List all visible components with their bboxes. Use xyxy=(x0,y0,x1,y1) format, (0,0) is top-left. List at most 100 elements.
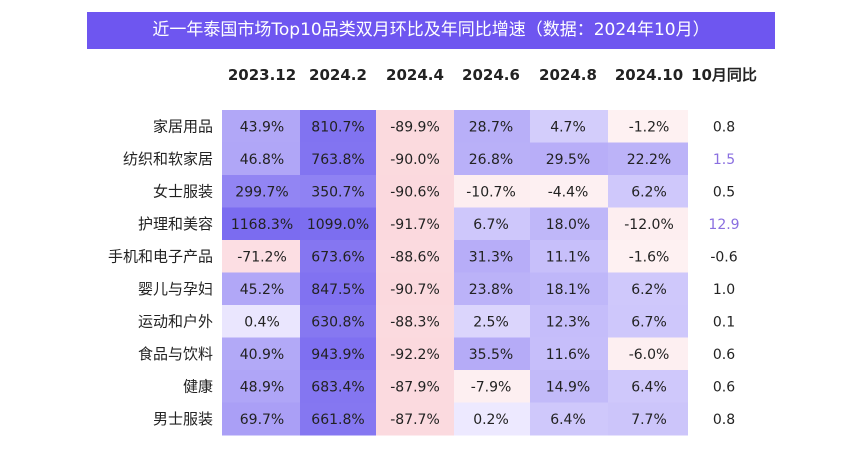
cell-value: -10.7% xyxy=(466,184,516,200)
heat-cell xyxy=(222,337,300,371)
heat-cell xyxy=(376,305,454,338)
cell-value: 763.8% xyxy=(311,152,364,168)
heat-cell xyxy=(454,240,530,273)
cell-value: 4.7% xyxy=(550,119,586,135)
cell-value: 12.3% xyxy=(546,314,590,330)
cell-value: 847.5% xyxy=(311,282,364,298)
cell-value: -92.2% xyxy=(390,347,440,363)
heat-cell xyxy=(222,402,300,436)
heat-cell xyxy=(530,305,608,338)
cell-value: -90.6% xyxy=(390,184,440,200)
heat-cell xyxy=(454,142,530,176)
column-header: 10月同比 xyxy=(691,66,757,84)
heat-cell xyxy=(608,305,688,338)
heat-cell xyxy=(300,240,376,273)
heat-cell xyxy=(608,402,688,436)
cell-value: -90.0% xyxy=(390,152,440,168)
cell-value: -90.7% xyxy=(390,282,440,298)
heat-cell xyxy=(300,207,376,241)
heat-cell xyxy=(530,402,608,436)
heat-cell xyxy=(376,337,454,371)
cell-value: 6.2% xyxy=(631,282,667,298)
category-label: 家居用品 xyxy=(153,117,213,135)
cell-value: 630.8% xyxy=(311,314,364,330)
cell-value: -7.9% xyxy=(471,379,512,395)
heat-cell xyxy=(222,207,300,241)
yoy-value: -0.6 xyxy=(710,249,737,265)
heat-cell xyxy=(376,110,454,143)
cell-value: -87.7% xyxy=(390,412,440,428)
cell-value: 23.8% xyxy=(469,282,513,298)
heat-cell xyxy=(376,370,454,403)
cell-value: 810.7% xyxy=(311,119,364,135)
category-label: 食品与饮料 xyxy=(138,345,213,363)
yoy-value: 0.8 xyxy=(713,119,735,135)
cell-value: 48.9% xyxy=(240,379,284,395)
cell-value: -88.6% xyxy=(390,249,440,265)
heat-cell xyxy=(454,402,530,436)
heat-cell xyxy=(608,110,688,143)
heat-cell xyxy=(376,175,454,208)
heat-cell xyxy=(608,142,688,176)
heat-cell xyxy=(454,370,530,403)
heat-cell xyxy=(300,305,376,338)
chart-title: 近一年泰国市场Top10品类双月环比及年同比增速（数据：2024年10月） xyxy=(87,12,775,49)
cell-value: 43.9% xyxy=(240,119,284,135)
cell-value: -4.4% xyxy=(548,184,589,200)
cell-value: 31.3% xyxy=(469,249,513,265)
heat-cell xyxy=(300,175,376,208)
heat-cell xyxy=(608,337,688,371)
cell-value: 6.2% xyxy=(631,184,667,200)
yoy-value: 0.6 xyxy=(713,347,735,363)
heat-cell xyxy=(454,272,530,306)
cell-value: 26.8% xyxy=(469,152,513,168)
cell-value: 40.9% xyxy=(240,347,284,363)
cell-value: 6.7% xyxy=(631,314,667,330)
heat-cell xyxy=(376,240,454,273)
heat-cell xyxy=(608,370,688,403)
cell-value: 18.1% xyxy=(546,282,590,298)
cell-value: 14.9% xyxy=(546,379,590,395)
cell-value: 28.7% xyxy=(469,119,513,135)
cell-value: 7.7% xyxy=(631,412,667,428)
yoy-value: 1.5 xyxy=(713,152,735,168)
heat-cell xyxy=(300,370,376,403)
cell-value: 661.8% xyxy=(311,412,364,428)
yoy-value: 0.8 xyxy=(713,412,735,428)
heat-cell xyxy=(454,110,530,143)
heat-cell xyxy=(454,337,530,371)
heat-cell xyxy=(608,175,688,208)
cell-value: -89.9% xyxy=(390,119,440,135)
cell-value: 350.7% xyxy=(311,184,364,200)
cell-value: 69.7% xyxy=(240,412,284,428)
heat-cell xyxy=(222,240,300,273)
cell-value: 11.1% xyxy=(546,249,590,265)
cell-value: 683.4% xyxy=(311,379,364,395)
cell-value: 299.7% xyxy=(235,184,288,200)
cell-value: 29.5% xyxy=(546,152,590,168)
column-header: 2023.12 xyxy=(228,66,296,84)
cell-value: 18.0% xyxy=(546,217,590,233)
column-header: 2024.6 xyxy=(462,66,520,84)
heat-cell xyxy=(376,402,454,436)
heat-cell xyxy=(300,337,376,371)
column-header: 2024.10 xyxy=(615,66,683,84)
cell-value: 2.5% xyxy=(473,314,509,330)
heat-cell xyxy=(300,402,376,436)
heat-cell xyxy=(530,110,608,143)
cell-value: 45.2% xyxy=(240,282,284,298)
cell-value: -12.0% xyxy=(624,217,674,233)
cell-value: -88.3% xyxy=(390,314,440,330)
cell-value: -87.9% xyxy=(390,379,440,395)
heat-cell xyxy=(300,272,376,306)
cell-value: 1168.3% xyxy=(231,217,293,233)
cell-value: -71.2% xyxy=(237,249,287,265)
category-label: 男士服装 xyxy=(153,410,213,428)
cell-value: 22.2% xyxy=(627,152,671,168)
heat-cell xyxy=(300,110,376,143)
cell-value: 673.6% xyxy=(311,249,364,265)
cell-value: -91.7% xyxy=(390,217,440,233)
heat-cell xyxy=(608,272,688,306)
cell-value: 1099.0% xyxy=(307,217,369,233)
